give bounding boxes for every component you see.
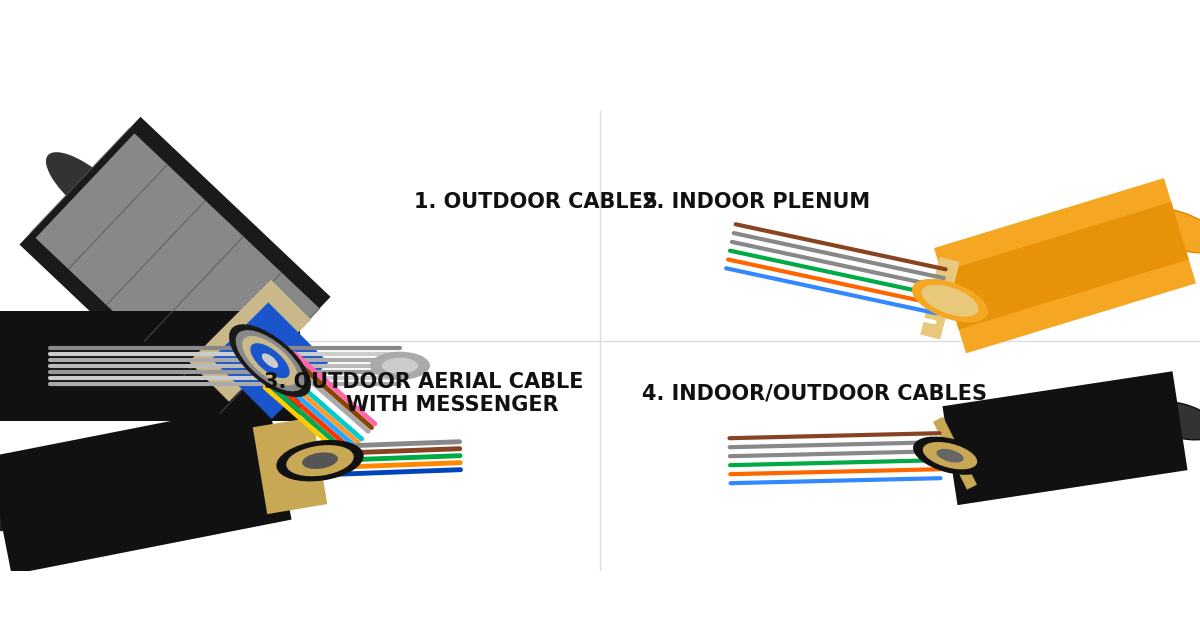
Ellipse shape (251, 343, 289, 378)
Polygon shape (188, 279, 311, 402)
Ellipse shape (276, 440, 364, 482)
Ellipse shape (229, 324, 311, 397)
Text: ☎: ☎ (912, 588, 941, 612)
Ellipse shape (922, 284, 978, 317)
Polygon shape (0, 402, 292, 575)
Ellipse shape (1144, 401, 1200, 440)
Text: ⊕: ⊕ (66, 588, 85, 612)
Text: 888-568-1230: 888-568-1230 (943, 590, 1104, 610)
Text: 2. INDOOR PLENUM: 2. INDOOR PLENUM (642, 192, 870, 212)
Ellipse shape (46, 152, 134, 229)
Polygon shape (941, 202, 1189, 330)
Polygon shape (19, 117, 330, 425)
Polygon shape (920, 257, 960, 340)
Polygon shape (253, 417, 328, 514)
Polygon shape (211, 303, 329, 419)
Ellipse shape (235, 330, 305, 391)
Polygon shape (36, 133, 319, 413)
Text: www.lanshack.com: www.lanshack.com (96, 590, 308, 610)
Ellipse shape (936, 449, 964, 463)
Ellipse shape (1140, 208, 1200, 253)
Ellipse shape (262, 354, 278, 368)
Text: 3. OUTDOOR AERIAL CABLE
        WITH MESSENGER: 3. OUTDOOR AERIAL CABLE WITH MESSENGER (264, 372, 583, 415)
Ellipse shape (912, 279, 988, 322)
Ellipse shape (923, 442, 977, 469)
Polygon shape (934, 178, 1196, 354)
Ellipse shape (382, 358, 418, 374)
Polygon shape (934, 417, 977, 490)
Text: Types of Fiber Optic Cables: Types of Fiber Optic Cables (71, 18, 1129, 92)
Text: 4. INDOOR/OUTDOOR CABLES: 4. INDOOR/OUTDOOR CABLES (642, 384, 986, 404)
Ellipse shape (913, 436, 986, 475)
Ellipse shape (0, 490, 53, 531)
Ellipse shape (287, 445, 354, 476)
Text: 1. OUTDOOR CABLES: 1. OUTDOOR CABLES (414, 192, 658, 212)
Ellipse shape (242, 336, 298, 386)
Ellipse shape (370, 352, 430, 380)
Polygon shape (942, 371, 1188, 505)
Ellipse shape (302, 452, 338, 469)
Polygon shape (0, 311, 300, 421)
